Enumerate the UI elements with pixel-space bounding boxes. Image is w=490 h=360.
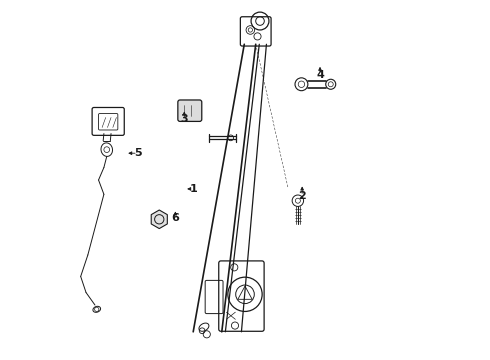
Text: 5: 5 [134, 148, 142, 158]
Text: 1: 1 [189, 184, 197, 194]
Text: 2: 2 [298, 191, 306, 201]
Text: 4: 4 [316, 69, 324, 80]
FancyBboxPatch shape [178, 100, 202, 121]
Text: 3: 3 [180, 114, 188, 124]
Text: 6: 6 [172, 212, 179, 222]
